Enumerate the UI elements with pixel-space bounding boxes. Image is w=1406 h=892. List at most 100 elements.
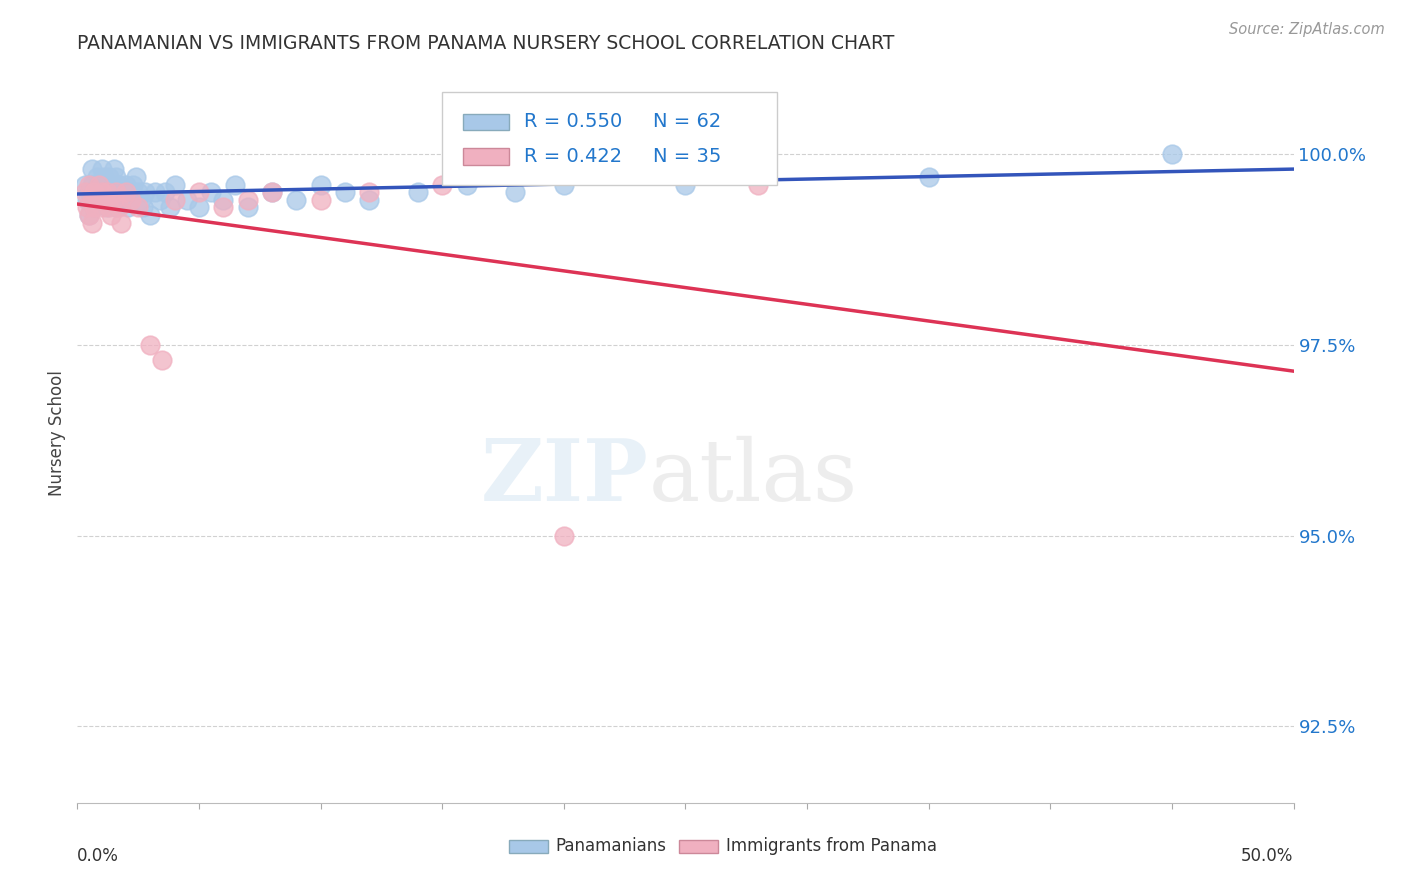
Point xyxy=(79,178,101,192)
FancyBboxPatch shape xyxy=(463,113,509,130)
Point xyxy=(79,208,101,222)
Point xyxy=(103,162,125,177)
Point xyxy=(918,169,941,184)
Y-axis label: Nursery School: Nursery School xyxy=(48,369,66,496)
Point xyxy=(1161,147,1184,161)
Point xyxy=(105,201,128,215)
Point xyxy=(79,185,101,199)
Point xyxy=(456,178,478,192)
Point xyxy=(83,185,105,199)
Point xyxy=(93,169,115,184)
Point xyxy=(120,193,142,207)
Point xyxy=(159,201,181,215)
Point xyxy=(117,201,139,215)
Point xyxy=(93,193,115,207)
FancyBboxPatch shape xyxy=(679,840,718,853)
Point xyxy=(139,338,162,352)
Point xyxy=(163,193,186,207)
Point xyxy=(89,178,111,192)
Point xyxy=(120,185,142,199)
Point xyxy=(430,178,453,192)
Point xyxy=(110,216,132,230)
Point xyxy=(127,185,149,199)
Point xyxy=(176,193,198,207)
Text: Panamanians: Panamanians xyxy=(555,838,666,855)
Point xyxy=(129,193,152,207)
Point xyxy=(76,193,98,207)
Point xyxy=(122,178,145,192)
FancyBboxPatch shape xyxy=(509,840,548,853)
Point xyxy=(112,193,135,207)
Point xyxy=(143,185,166,199)
Point xyxy=(107,201,129,215)
Point xyxy=(83,185,105,199)
Point xyxy=(359,185,381,199)
Point xyxy=(260,185,283,199)
Point xyxy=(80,178,103,192)
Point xyxy=(153,185,176,199)
Point xyxy=(553,178,575,192)
Point xyxy=(86,169,108,184)
Point xyxy=(96,201,118,215)
Point xyxy=(406,185,429,199)
Point xyxy=(152,353,174,368)
Point xyxy=(212,201,235,215)
Text: R = 0.550: R = 0.550 xyxy=(523,112,621,131)
Point xyxy=(80,193,103,207)
Point xyxy=(139,208,162,222)
Point xyxy=(115,185,138,199)
Text: 50.0%: 50.0% xyxy=(1241,847,1294,865)
Point xyxy=(125,169,148,184)
Point xyxy=(149,193,172,207)
Point xyxy=(96,185,118,199)
Point xyxy=(163,178,186,192)
Point xyxy=(188,201,211,215)
Point xyxy=(96,178,118,192)
Point xyxy=(747,178,769,192)
Point xyxy=(97,201,120,215)
Point xyxy=(236,201,259,215)
Point xyxy=(103,193,125,207)
Text: N = 35: N = 35 xyxy=(652,147,721,166)
Point xyxy=(115,178,138,192)
Point xyxy=(83,201,105,215)
Point xyxy=(80,162,103,177)
Point xyxy=(105,185,128,199)
Point xyxy=(188,185,211,199)
Point xyxy=(260,185,283,199)
Point xyxy=(76,201,98,215)
Point xyxy=(89,178,111,192)
Point xyxy=(89,185,111,199)
Point xyxy=(236,193,259,207)
Point xyxy=(93,193,115,207)
FancyBboxPatch shape xyxy=(463,148,509,165)
Point xyxy=(90,162,112,177)
Point xyxy=(675,178,697,192)
Point xyxy=(224,178,246,192)
Point xyxy=(285,193,308,207)
Text: Source: ZipAtlas.com: Source: ZipAtlas.com xyxy=(1229,22,1385,37)
Text: 0.0%: 0.0% xyxy=(77,847,120,865)
Point xyxy=(134,185,156,199)
Point xyxy=(200,185,222,199)
Point xyxy=(333,185,356,199)
Point xyxy=(79,208,101,222)
Point xyxy=(86,193,108,207)
Point xyxy=(107,178,129,192)
Point xyxy=(80,216,103,230)
Point xyxy=(100,178,122,192)
Point xyxy=(100,193,122,207)
Point xyxy=(309,193,332,207)
Text: PANAMANIAN VS IMMIGRANTS FROM PANAMA NURSERY SCHOOL CORRELATION CHART: PANAMANIAN VS IMMIGRANTS FROM PANAMA NUR… xyxy=(77,34,894,53)
Point xyxy=(503,185,526,199)
Point xyxy=(86,193,108,207)
Point xyxy=(90,201,112,215)
Point xyxy=(359,193,381,207)
Text: N = 62: N = 62 xyxy=(652,112,721,131)
Point xyxy=(132,201,155,215)
Point xyxy=(100,208,122,222)
Point xyxy=(553,529,575,543)
Point xyxy=(110,185,132,199)
Point xyxy=(309,178,332,192)
Point xyxy=(103,185,125,199)
